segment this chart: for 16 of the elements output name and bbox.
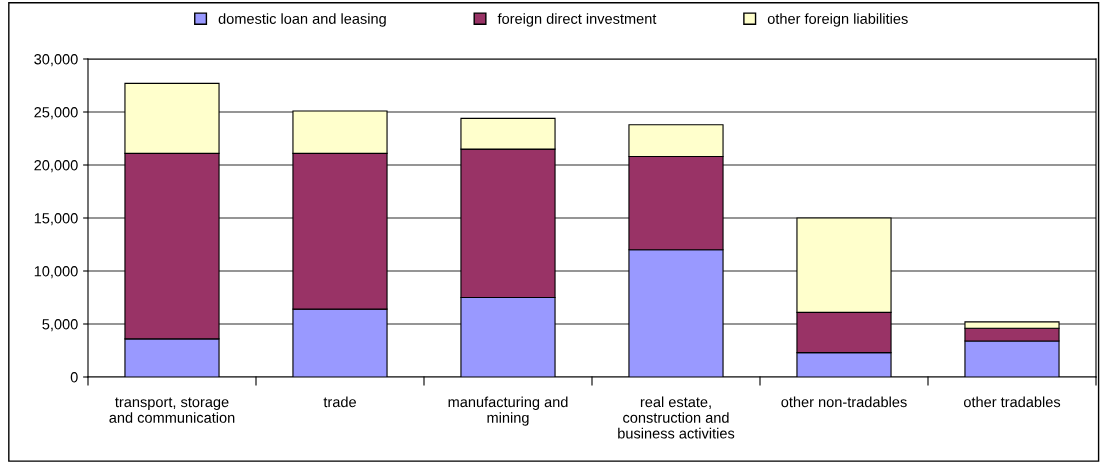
legend-label: other foreign liabilities [767,13,908,27]
legend-label: domestic loan and leasing [218,13,386,27]
y-tick-label: 30,000 [34,54,78,67]
x-tick-label: real estate, construction and business activities [618,396,735,439]
x-tick-label: transport, storage and communication [109,397,235,423]
x-tick-label: manufacturing and mining [448,396,568,426]
y-tick-label: 25,000 [34,107,78,120]
y-tick-label: 20,000 [34,160,78,173]
legend-label: foreign direct investment [497,13,657,27]
x-tick-label: other tradables [963,396,1061,408]
y-tick-label: 10,000 [34,266,78,279]
y-tick-label: 15,000 [34,213,78,226]
x-tick-label: other non-tradables [781,396,907,408]
y-tick-label: 0 [70,372,78,383]
y-tick-label: 5,000 [42,319,78,332]
x-tick-label: trade [323,396,356,408]
